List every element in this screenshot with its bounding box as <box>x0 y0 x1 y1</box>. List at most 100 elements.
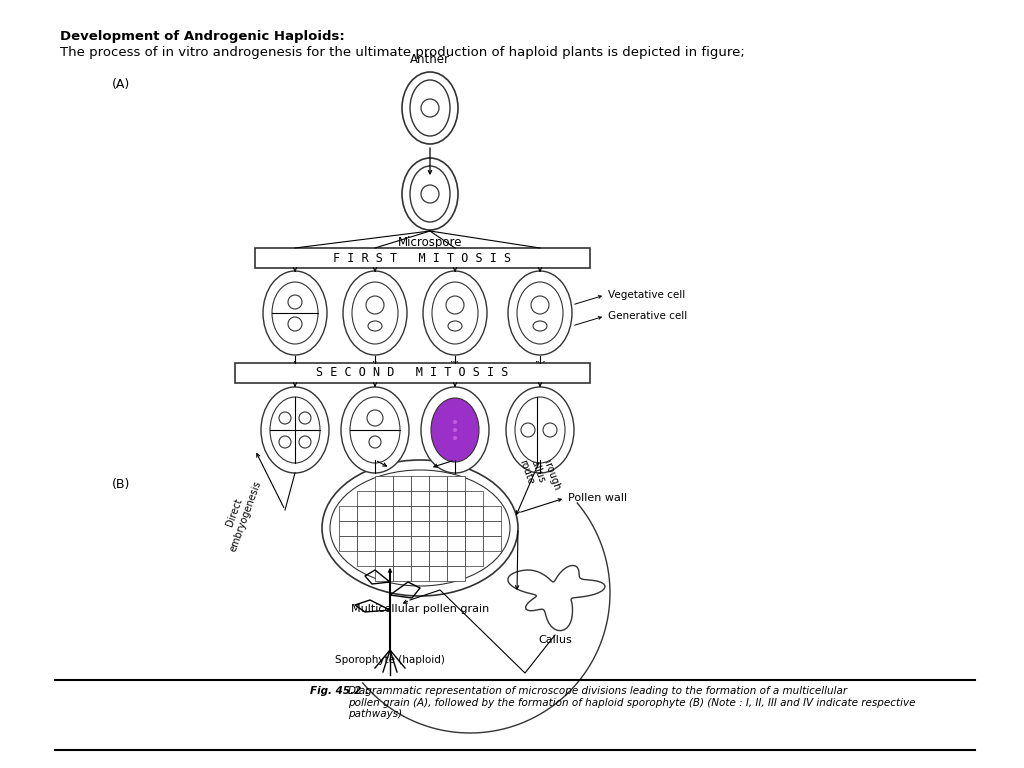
Circle shape <box>288 295 302 309</box>
Text: F I R S T   M I T O S I S: F I R S T M I T O S I S <box>334 251 512 264</box>
Bar <box>411 521 429 535</box>
Bar <box>447 551 465 565</box>
Ellipse shape <box>272 282 318 344</box>
Text: S E C O N D   M I T O S I S: S E C O N D M I T O S I S <box>316 366 509 379</box>
Bar <box>429 491 447 505</box>
Bar <box>357 535 375 551</box>
Bar <box>357 505 375 521</box>
Circle shape <box>421 185 439 203</box>
Bar <box>411 491 429 505</box>
Circle shape <box>299 412 311 424</box>
Bar <box>447 535 465 551</box>
Text: III: III <box>451 361 460 371</box>
Bar <box>411 565 429 581</box>
Ellipse shape <box>261 387 329 473</box>
Ellipse shape <box>508 271 572 355</box>
Ellipse shape <box>410 80 450 136</box>
Ellipse shape <box>517 282 563 344</box>
Bar <box>465 505 483 521</box>
Bar <box>465 491 483 505</box>
Bar <box>447 505 465 521</box>
Bar <box>393 551 411 565</box>
Text: Direct
embryogenesis: Direct embryogenesis <box>217 475 263 552</box>
Circle shape <box>367 410 383 426</box>
Bar <box>375 551 393 565</box>
Text: Vegetative cell: Vegetative cell <box>608 290 685 300</box>
Ellipse shape <box>423 271 487 355</box>
Text: Fig. 45.2 :: Fig. 45.2 : <box>310 686 373 696</box>
Bar <box>393 491 411 505</box>
Bar <box>429 505 447 521</box>
Circle shape <box>543 423 557 437</box>
Circle shape <box>453 436 457 440</box>
Bar <box>375 475 393 491</box>
Text: IV: IV <box>535 361 546 371</box>
Bar <box>483 535 501 551</box>
Text: II: II <box>372 361 378 371</box>
Bar <box>483 505 501 521</box>
Ellipse shape <box>449 321 462 331</box>
Text: Diagrammatic representation of microscope divisions leading to the formation of : Diagrammatic representation of microscop… <box>348 686 915 719</box>
Ellipse shape <box>322 460 518 596</box>
Circle shape <box>531 296 549 314</box>
Bar <box>465 551 483 565</box>
Text: Multicellular pollen grain: Multicellular pollen grain <box>351 604 489 614</box>
Bar <box>339 505 357 521</box>
Bar <box>411 475 429 491</box>
Bar <box>429 475 447 491</box>
Ellipse shape <box>350 397 400 463</box>
Ellipse shape <box>263 271 327 355</box>
Bar <box>234 363 590 383</box>
Bar <box>429 565 447 581</box>
Text: Development of Androgenic Haploids:: Development of Androgenic Haploids: <box>60 30 345 43</box>
Ellipse shape <box>534 321 547 331</box>
Ellipse shape <box>343 271 407 355</box>
Bar <box>393 475 411 491</box>
Bar <box>411 505 429 521</box>
Bar <box>357 551 375 565</box>
Bar <box>429 551 447 565</box>
Bar <box>447 475 465 491</box>
Text: Through
callus
route: Through callus route <box>517 450 562 499</box>
Circle shape <box>453 420 457 424</box>
Text: Pollen wall: Pollen wall <box>568 493 627 503</box>
Ellipse shape <box>330 470 510 586</box>
Bar <box>375 565 393 581</box>
Bar <box>339 535 357 551</box>
Bar <box>357 491 375 505</box>
Bar <box>429 521 447 535</box>
Ellipse shape <box>402 158 458 230</box>
Bar <box>375 491 393 505</box>
Text: (B): (B) <box>112 478 130 491</box>
Bar <box>465 521 483 535</box>
Ellipse shape <box>368 321 382 331</box>
Bar <box>255 248 590 268</box>
Bar <box>429 535 447 551</box>
Bar <box>375 505 393 521</box>
Bar <box>447 521 465 535</box>
Text: Sporophyte (haploid): Sporophyte (haploid) <box>335 655 445 665</box>
Circle shape <box>369 436 381 448</box>
Circle shape <box>446 296 464 314</box>
Ellipse shape <box>270 397 319 463</box>
Bar <box>411 551 429 565</box>
Ellipse shape <box>421 387 489 473</box>
Bar <box>339 521 357 535</box>
Bar <box>483 521 501 535</box>
Text: Generative cell: Generative cell <box>608 311 687 321</box>
Text: The process of in vitro androgenesis for the ultimate production of haploid plan: The process of in vitro androgenesis for… <box>60 46 744 59</box>
Polygon shape <box>508 565 605 631</box>
Bar <box>393 521 411 535</box>
Ellipse shape <box>506 387 574 473</box>
Circle shape <box>366 296 384 314</box>
Bar <box>393 535 411 551</box>
Bar <box>447 491 465 505</box>
Bar <box>375 521 393 535</box>
Ellipse shape <box>402 72 458 144</box>
Circle shape <box>521 423 535 437</box>
Ellipse shape <box>431 398 479 462</box>
Circle shape <box>279 436 291 448</box>
Text: Anther: Anther <box>410 53 450 66</box>
Bar <box>411 535 429 551</box>
Ellipse shape <box>352 282 398 344</box>
